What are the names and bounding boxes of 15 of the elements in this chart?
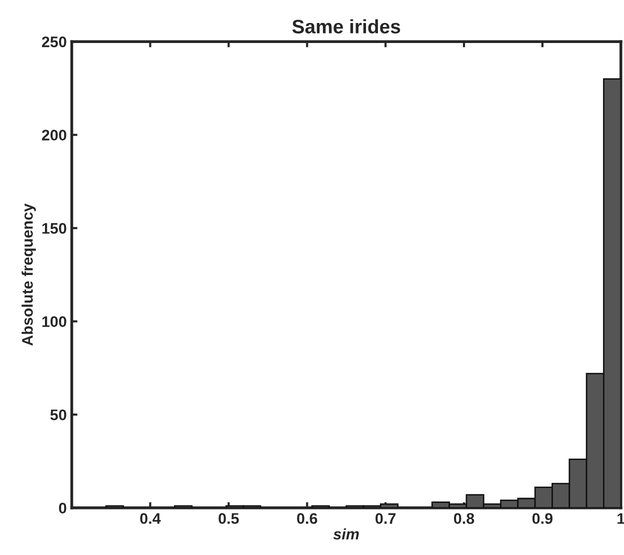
x-axis-title: sim xyxy=(333,528,359,540)
y-tick-label: 50 xyxy=(50,409,66,420)
x-tick-label: 0.9 xyxy=(532,513,552,524)
x-tick-label: 0.6 xyxy=(297,513,318,524)
x-tick-label: 0.7 xyxy=(376,513,396,524)
y-tick-label: 200 xyxy=(42,130,66,141)
y-axis-title: Absolute frequency xyxy=(22,203,36,346)
chart-title: Same irides xyxy=(292,19,400,34)
y-tick-label: 250 xyxy=(42,36,66,48)
y-tick-label: 150 xyxy=(42,222,66,234)
y-tick-label: 100 xyxy=(42,316,66,328)
x-tick-label: 0.5 xyxy=(218,513,239,524)
x-tick-label: 0.8 xyxy=(454,513,474,524)
x-tick-label: 0.4 xyxy=(140,513,161,524)
y-tick-label: 0 xyxy=(59,502,66,514)
